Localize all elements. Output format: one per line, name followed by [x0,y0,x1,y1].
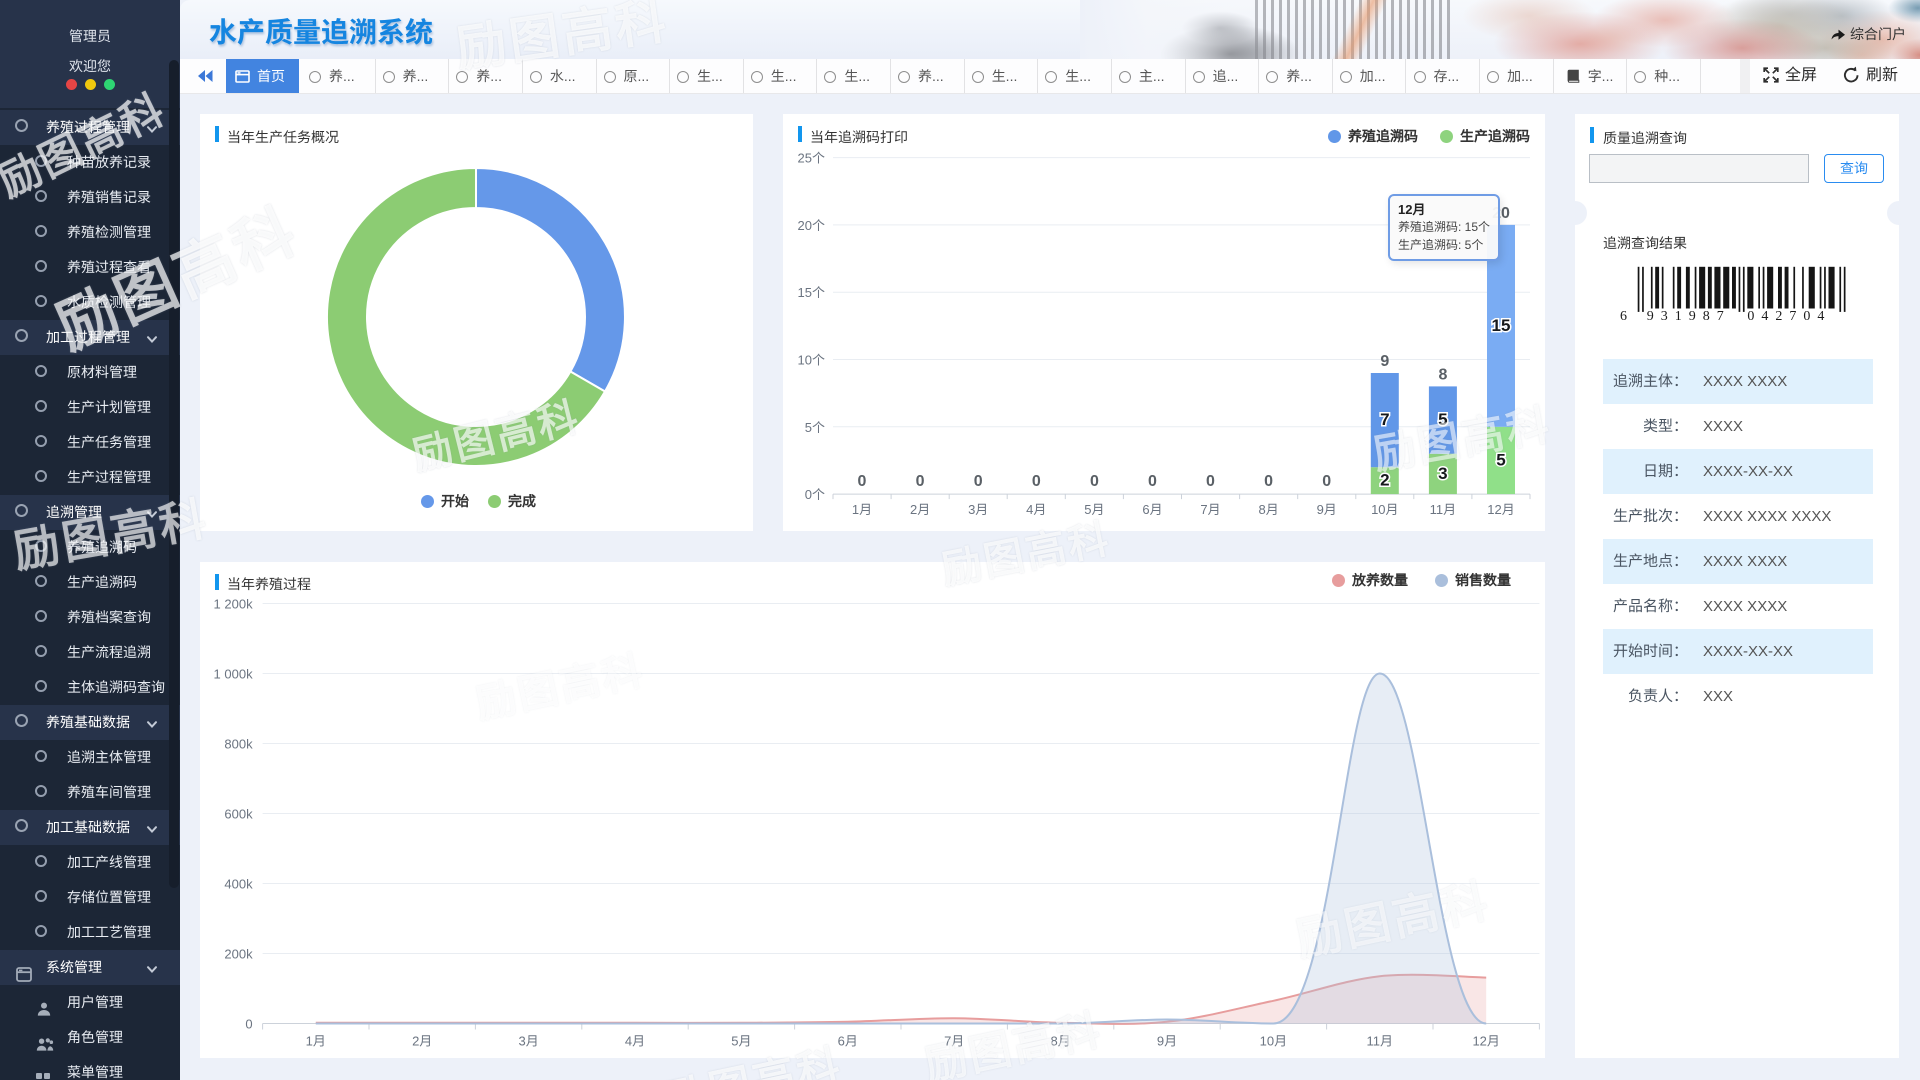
svg-text:1 200k: 1 200k [214,596,254,611]
svg-text:3月: 3月 [968,502,988,517]
svg-text:12月: 12月 [1487,502,1514,517]
svg-text:0: 0 [1032,473,1041,490]
svg-text:1 000k: 1 000k [214,666,254,681]
svg-text:400k: 400k [224,876,253,891]
svg-text:7月: 7月 [944,1033,964,1048]
svg-text:15: 15 [1492,315,1511,334]
svg-text:2月: 2月 [412,1033,432,1048]
svg-text:5: 5 [1438,410,1447,429]
svg-text:0: 0 [916,473,925,490]
svg-text:10月: 10月 [1371,502,1398,517]
svg-text:2月: 2月 [910,502,930,517]
svg-text:5: 5 [1496,450,1505,469]
svg-text:3月: 3月 [518,1033,538,1048]
svg-text:0: 0 [858,473,867,490]
svg-text:0: 0 [974,473,983,490]
svg-text:600k: 600k [224,806,253,821]
svg-text:12月: 12月 [1472,1033,1499,1048]
svg-text:0: 0 [1206,473,1215,490]
svg-text:10个: 10个 [798,352,825,367]
svg-text:15个: 15个 [798,285,825,300]
svg-text:7月: 7月 [1200,502,1220,517]
svg-text:8月: 8月 [1258,502,1278,517]
svg-text:9: 9 [1380,353,1389,370]
svg-text:0: 0 [1322,473,1331,490]
svg-text:1月: 1月 [306,1033,326,1048]
svg-text:1月: 1月 [852,502,872,517]
svg-text:5月: 5月 [731,1033,751,1048]
svg-text:3: 3 [1438,463,1447,482]
svg-text:800k: 800k [224,736,253,751]
svg-text:8: 8 [1438,366,1447,383]
svg-text:0: 0 [1090,473,1099,490]
svg-text:9月: 9月 [1157,1033,1177,1048]
svg-text:4月: 4月 [1026,502,1046,517]
svg-text:11月: 11月 [1430,502,1457,517]
svg-text:9月: 9月 [1317,502,1337,517]
svg-text:0: 0 [1264,473,1273,490]
svg-text:7: 7 [1380,410,1389,429]
svg-text:20个: 20个 [798,217,825,232]
svg-text:6月: 6月 [838,1033,858,1048]
svg-text:10月: 10月 [1260,1033,1287,1048]
svg-text:4月: 4月 [625,1033,645,1048]
svg-text:5个: 5个 [805,419,825,434]
svg-text:8月: 8月 [1050,1033,1070,1048]
svg-text:5月: 5月 [1084,502,1104,517]
svg-text:0: 0 [1148,473,1157,490]
svg-text:0: 0 [245,1016,252,1031]
svg-text:2: 2 [1380,470,1389,489]
svg-text:6月: 6月 [1142,502,1162,517]
svg-text:11月: 11月 [1367,1033,1394,1048]
svg-text:200k: 200k [224,946,253,961]
svg-text:0个: 0个 [805,487,825,502]
svg-text:25个: 25个 [798,150,825,165]
